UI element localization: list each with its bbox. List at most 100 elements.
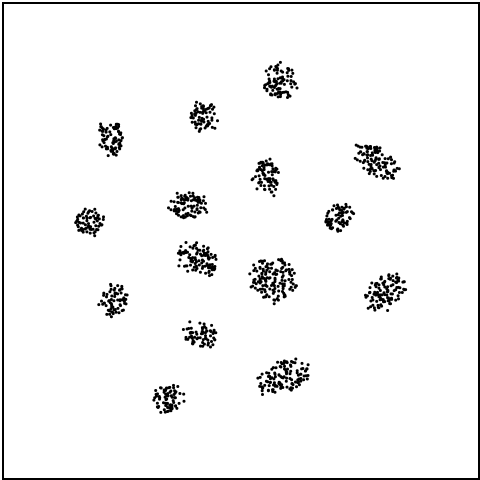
scatter-point [378,289,382,292]
scatter-point [194,265,198,269]
scatter-point [272,86,276,89]
scatter-point [109,315,113,319]
scatter-point [93,234,97,238]
scatter-point [383,300,387,304]
scatter-point [338,222,342,226]
scatter-point [198,248,202,252]
scatter-point [259,184,263,187]
scatter-point [366,156,369,160]
scatter-point [268,163,272,167]
scatter-point [85,230,89,234]
scatter-point [283,364,286,368]
scatter-point [382,283,386,287]
scatter-point [325,218,328,221]
scatter-point [385,171,389,175]
scatter-point [193,210,197,214]
scatter-point [96,228,100,232]
scatter-point [198,102,202,106]
scatter-point [268,187,272,191]
scatter-point [289,369,293,373]
scatter-point [197,122,200,126]
scatter-point [154,389,158,392]
scatter-point [155,394,158,398]
scatter-point [385,290,389,294]
scatter-point [378,149,382,153]
scatter-point [100,145,104,149]
scatter-point [387,274,391,278]
scatter-point [371,303,375,307]
scatter-point [286,93,290,97]
cluster-14 [256,357,310,396]
scatter-point [99,122,103,126]
scatter-point [264,159,268,163]
scatter-point [391,274,395,278]
scatter-point [277,289,281,293]
scatter-point [201,332,204,336]
scatter-point [372,160,376,164]
scatter-point [336,203,339,207]
scatter-point [206,250,210,254]
scatter-point [257,174,261,178]
scatter-point [190,209,194,213]
scatter-point [344,202,348,206]
scatter-point [155,405,159,409]
scatter-point [210,273,214,277]
scatter-point [96,216,99,220]
cluster-4 [353,143,401,180]
scatter-point [183,194,187,198]
scatter-point [254,282,258,286]
scatter-point [105,295,108,299]
scatter-point [256,376,260,380]
scatter-point [362,166,366,170]
scatter-point [114,139,118,143]
scatter-point [325,214,329,218]
scatter-point [190,206,194,210]
scatter-point [211,343,215,347]
scatter-point [264,279,268,283]
scatter-point [341,223,345,227]
scatter-point [81,216,85,220]
scatter-point [112,299,116,303]
scatter-point [273,287,277,290]
scatter-point [80,212,84,216]
scatter-point [201,107,205,111]
scatter-point [390,158,393,162]
scatter-point [278,87,282,91]
scatter-point [213,253,217,257]
scatter-point [183,198,187,202]
scatter-point [190,120,194,124]
scatter-point [367,162,371,166]
scatter-point [256,280,260,284]
scatter-point [263,383,267,387]
scatter-point [104,304,108,308]
scatter-point [381,165,385,169]
scatter-point [109,302,113,306]
scatter-point [184,249,188,253]
scatter-point [116,306,120,310]
scatter-point [373,169,377,173]
scatter-point [292,271,296,275]
scatter-point [341,211,345,214]
scatter-point [258,266,262,270]
scatter-point [373,149,377,153]
scatter-point [186,269,190,273]
scatter-point [265,284,269,288]
scatter-point [371,153,375,157]
scatter-point [118,143,122,147]
scatter-point [304,369,307,373]
scatter-point [197,196,201,199]
scatter-point [194,126,198,130]
scatter-point [116,292,120,296]
scatter-point [174,390,178,394]
scatter-point [299,379,303,383]
scatter-point [188,245,192,249]
scatter-point [195,332,199,336]
scatter-point [113,295,117,298]
scatter-point [395,272,399,276]
scatter-point [383,157,387,161]
scatter-point [266,266,270,270]
scatter-point [398,286,402,290]
scatter-point [164,403,168,407]
scatter-point [122,299,126,303]
scatter-point [181,197,185,201]
